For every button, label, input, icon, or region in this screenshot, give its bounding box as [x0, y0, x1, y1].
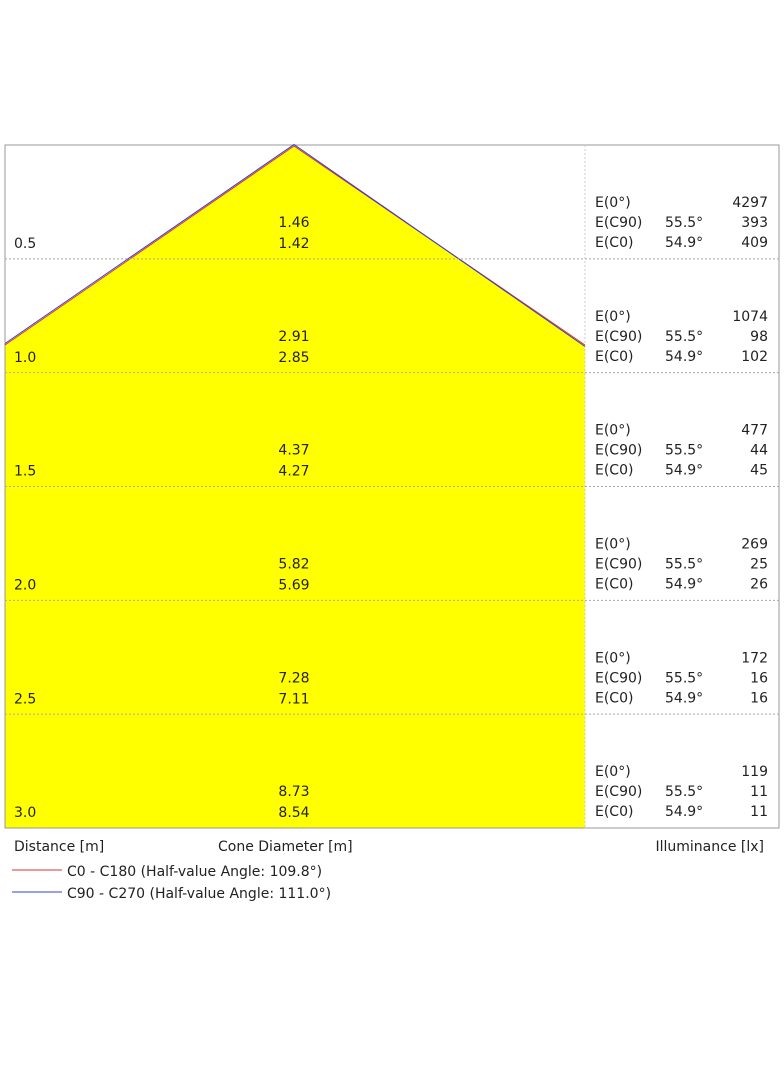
distance: 1.5 — [14, 464, 36, 480]
diameter: 2.85 — [278, 350, 309, 366]
illum-label: E(C90) — [595, 215, 642, 231]
illum-value: 98 — [750, 329, 768, 345]
illum-angle: 55.5° — [665, 784, 703, 800]
distance: 2.0 — [14, 578, 36, 594]
illum-value: 11 — [750, 804, 768, 820]
illum-value: 1074 — [732, 309, 768, 325]
diameter: 8.54 — [278, 805, 309, 821]
illum-label: E(C90) — [595, 784, 642, 800]
diameter: 5.69 — [278, 578, 309, 594]
illum-value: 393 — [741, 215, 768, 231]
diameter: 1.42 — [278, 236, 309, 252]
illum-label: E(C0) — [595, 690, 633, 706]
illum-value: 102 — [741, 349, 768, 365]
legend-label: C90 - C270 (Half-value Angle: 111.0°) — [67, 886, 331, 902]
illum-angle: 54.9° — [665, 235, 703, 251]
illum-label: E(0°) — [595, 423, 631, 439]
illum-value: 477 — [741, 423, 768, 439]
diameter: 2.91 — [278, 329, 309, 345]
illum-value: 44 — [750, 443, 768, 459]
illum-value: 172 — [741, 650, 768, 666]
illum-value: 4297 — [732, 195, 768, 211]
illum-angle: 54.9° — [665, 349, 703, 365]
diameter: 4.37 — [278, 443, 309, 459]
diameter: 7.11 — [278, 691, 309, 707]
footer-illuminance: Illuminance [lx] — [656, 839, 765, 855]
illum-label: E(0°) — [595, 537, 631, 553]
illum-angle: 55.5° — [665, 557, 703, 573]
illum-label: E(C90) — [595, 670, 642, 686]
illum-label: E(C90) — [595, 329, 642, 345]
illum-value: 26 — [750, 577, 768, 593]
illum-angle: 54.9° — [665, 463, 703, 479]
illum-label: E(C90) — [595, 557, 642, 573]
illum-angle: 55.5° — [665, 443, 703, 459]
diameter: 1.46 — [278, 215, 309, 231]
illum-label: E(C0) — [595, 235, 633, 251]
illum-label: E(0°) — [595, 195, 631, 211]
illum-value: 269 — [741, 537, 768, 553]
illum-angle: 55.5° — [665, 670, 703, 686]
illum-label: E(C0) — [595, 577, 633, 593]
illum-label: E(0°) — [595, 650, 631, 666]
illum-angle: 55.5° — [665, 215, 703, 231]
diameter: 8.73 — [278, 784, 309, 800]
footer-distance: Distance [m] — [14, 839, 104, 855]
diameter: 7.28 — [278, 670, 309, 686]
distance: 1.0 — [14, 350, 36, 366]
illum-label: E(0°) — [595, 309, 631, 325]
diameter: 4.27 — [278, 464, 309, 480]
illum-label: E(C0) — [595, 349, 633, 365]
illum-value: 409 — [741, 235, 768, 251]
illum-angle: 54.9° — [665, 577, 703, 593]
illum-label: E(C0) — [595, 463, 633, 479]
illum-angle: 54.9° — [665, 690, 703, 706]
illum-value: 16 — [750, 670, 768, 686]
distance: 3.0 — [14, 805, 36, 821]
illum-angle: 54.9° — [665, 804, 703, 820]
illum-value: 25 — [750, 557, 768, 573]
illum-value: 16 — [750, 690, 768, 706]
illum-label: E(0°) — [595, 764, 631, 780]
illum-angle: 55.5° — [665, 329, 703, 345]
cone-edge — [4, 143, 586, 347]
illum-label: E(C0) — [595, 804, 633, 820]
footer-diameter: Cone Diameter [m] — [218, 839, 353, 855]
illum-label: E(C90) — [595, 443, 642, 459]
illum-value: 119 — [741, 764, 768, 780]
legend-label: C0 - C180 (Half-value Angle: 109.8°) — [67, 864, 322, 880]
illum-value: 11 — [750, 784, 768, 800]
illum-value: 45 — [750, 463, 768, 479]
distance: 0.5 — [14, 236, 36, 252]
distance: 2.5 — [14, 691, 36, 707]
diameter: 5.82 — [278, 557, 309, 573]
